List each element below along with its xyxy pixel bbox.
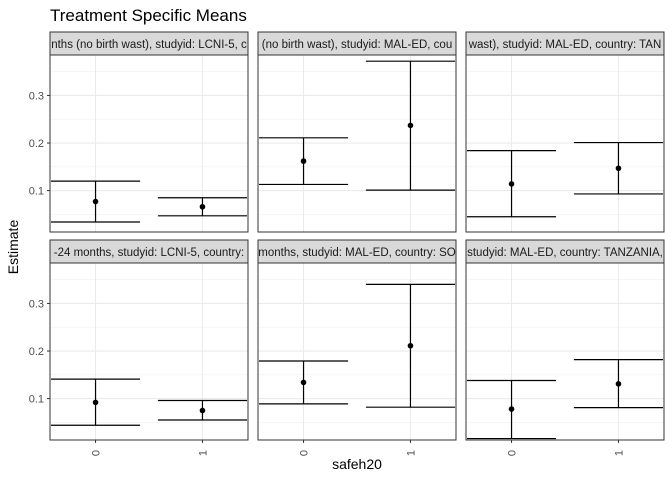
panel-border bbox=[465, 262, 665, 441]
facet-panel: -24 months, studyid: LCNI-5, country: 0.1… bbox=[29, 239, 249, 456]
facet-strip-label: studyid: MAL-ED, country: TANZANIA, bbox=[467, 247, 663, 259]
estimate-point bbox=[300, 158, 307, 164]
facet-strip-label: months, studyid: MAL-ED, country: SO bbox=[258, 247, 456, 259]
facet-panel: months, studyid: MAL-ED, country: SO 0 1 bbox=[257, 239, 457, 456]
y-tick-label: 0.2 bbox=[29, 346, 44, 358]
estimate-point bbox=[92, 198, 99, 205]
y-tick-label: 0.1 bbox=[29, 394, 44, 406]
x-tick-label: 1 bbox=[197, 450, 209, 456]
estimate-point bbox=[407, 342, 414, 349]
estimate-point bbox=[508, 406, 515, 412]
chart-title: Treatment Specific Means bbox=[50, 6, 247, 25]
estimate-point bbox=[92, 399, 99, 406]
facet-strip-label: wast), studyid: MAL-ED, country: TAN bbox=[468, 39, 662, 51]
panel-border bbox=[257, 262, 457, 441]
x-axis-label: safeh20 bbox=[332, 456, 382, 472]
x-tick-label: 0 bbox=[299, 450, 311, 456]
estimate-point bbox=[407, 122, 414, 129]
y-tick-label: 0.3 bbox=[29, 298, 44, 310]
estimate-point bbox=[508, 181, 515, 187]
facet-panel: nths (no birth wast), studyid: LCNI-5, c… bbox=[29, 31, 249, 233]
facet-strip-label: -24 months, studyid: LCNI-5, country: bbox=[54, 247, 244, 259]
estimate-point bbox=[199, 203, 206, 210]
estimate-point bbox=[615, 165, 622, 172]
y-axis-label: Estimate bbox=[5, 220, 21, 275]
facet-panel: wast), studyid: MAL-ED, country: TAN bbox=[465, 31, 665, 233]
y-tick-label: 0.2 bbox=[29, 138, 44, 150]
y-tick-label: 0.3 bbox=[29, 90, 44, 102]
x-tick-label: 0 bbox=[91, 450, 103, 456]
estimate-point bbox=[300, 379, 307, 386]
y-tick-label: 0.1 bbox=[29, 186, 44, 198]
estimate-point bbox=[199, 407, 206, 414]
facet-panel: studyid: MAL-ED, country: TANZANIA, 0 1 bbox=[465, 239, 665, 456]
x-tick-label: 0 bbox=[507, 450, 519, 456]
panel-border bbox=[465, 54, 665, 233]
x-tick-label: 1 bbox=[613, 450, 625, 456]
facet-strip-label: nths (no birth wast), studyid: LCNI-5, c bbox=[51, 39, 247, 51]
facet-panel: (no birth wast), studyid: MAL-ED, cou bbox=[257, 31, 457, 233]
panel-border bbox=[257, 54, 457, 233]
estimate-point bbox=[615, 381, 622, 387]
facet-strip-label: (no birth wast), studyid: MAL-ED, cou bbox=[262, 39, 452, 51]
panels-group: nths (no birth wast), studyid: LCNI-5, c… bbox=[29, 31, 665, 456]
x-tick-label: 1 bbox=[405, 450, 417, 456]
